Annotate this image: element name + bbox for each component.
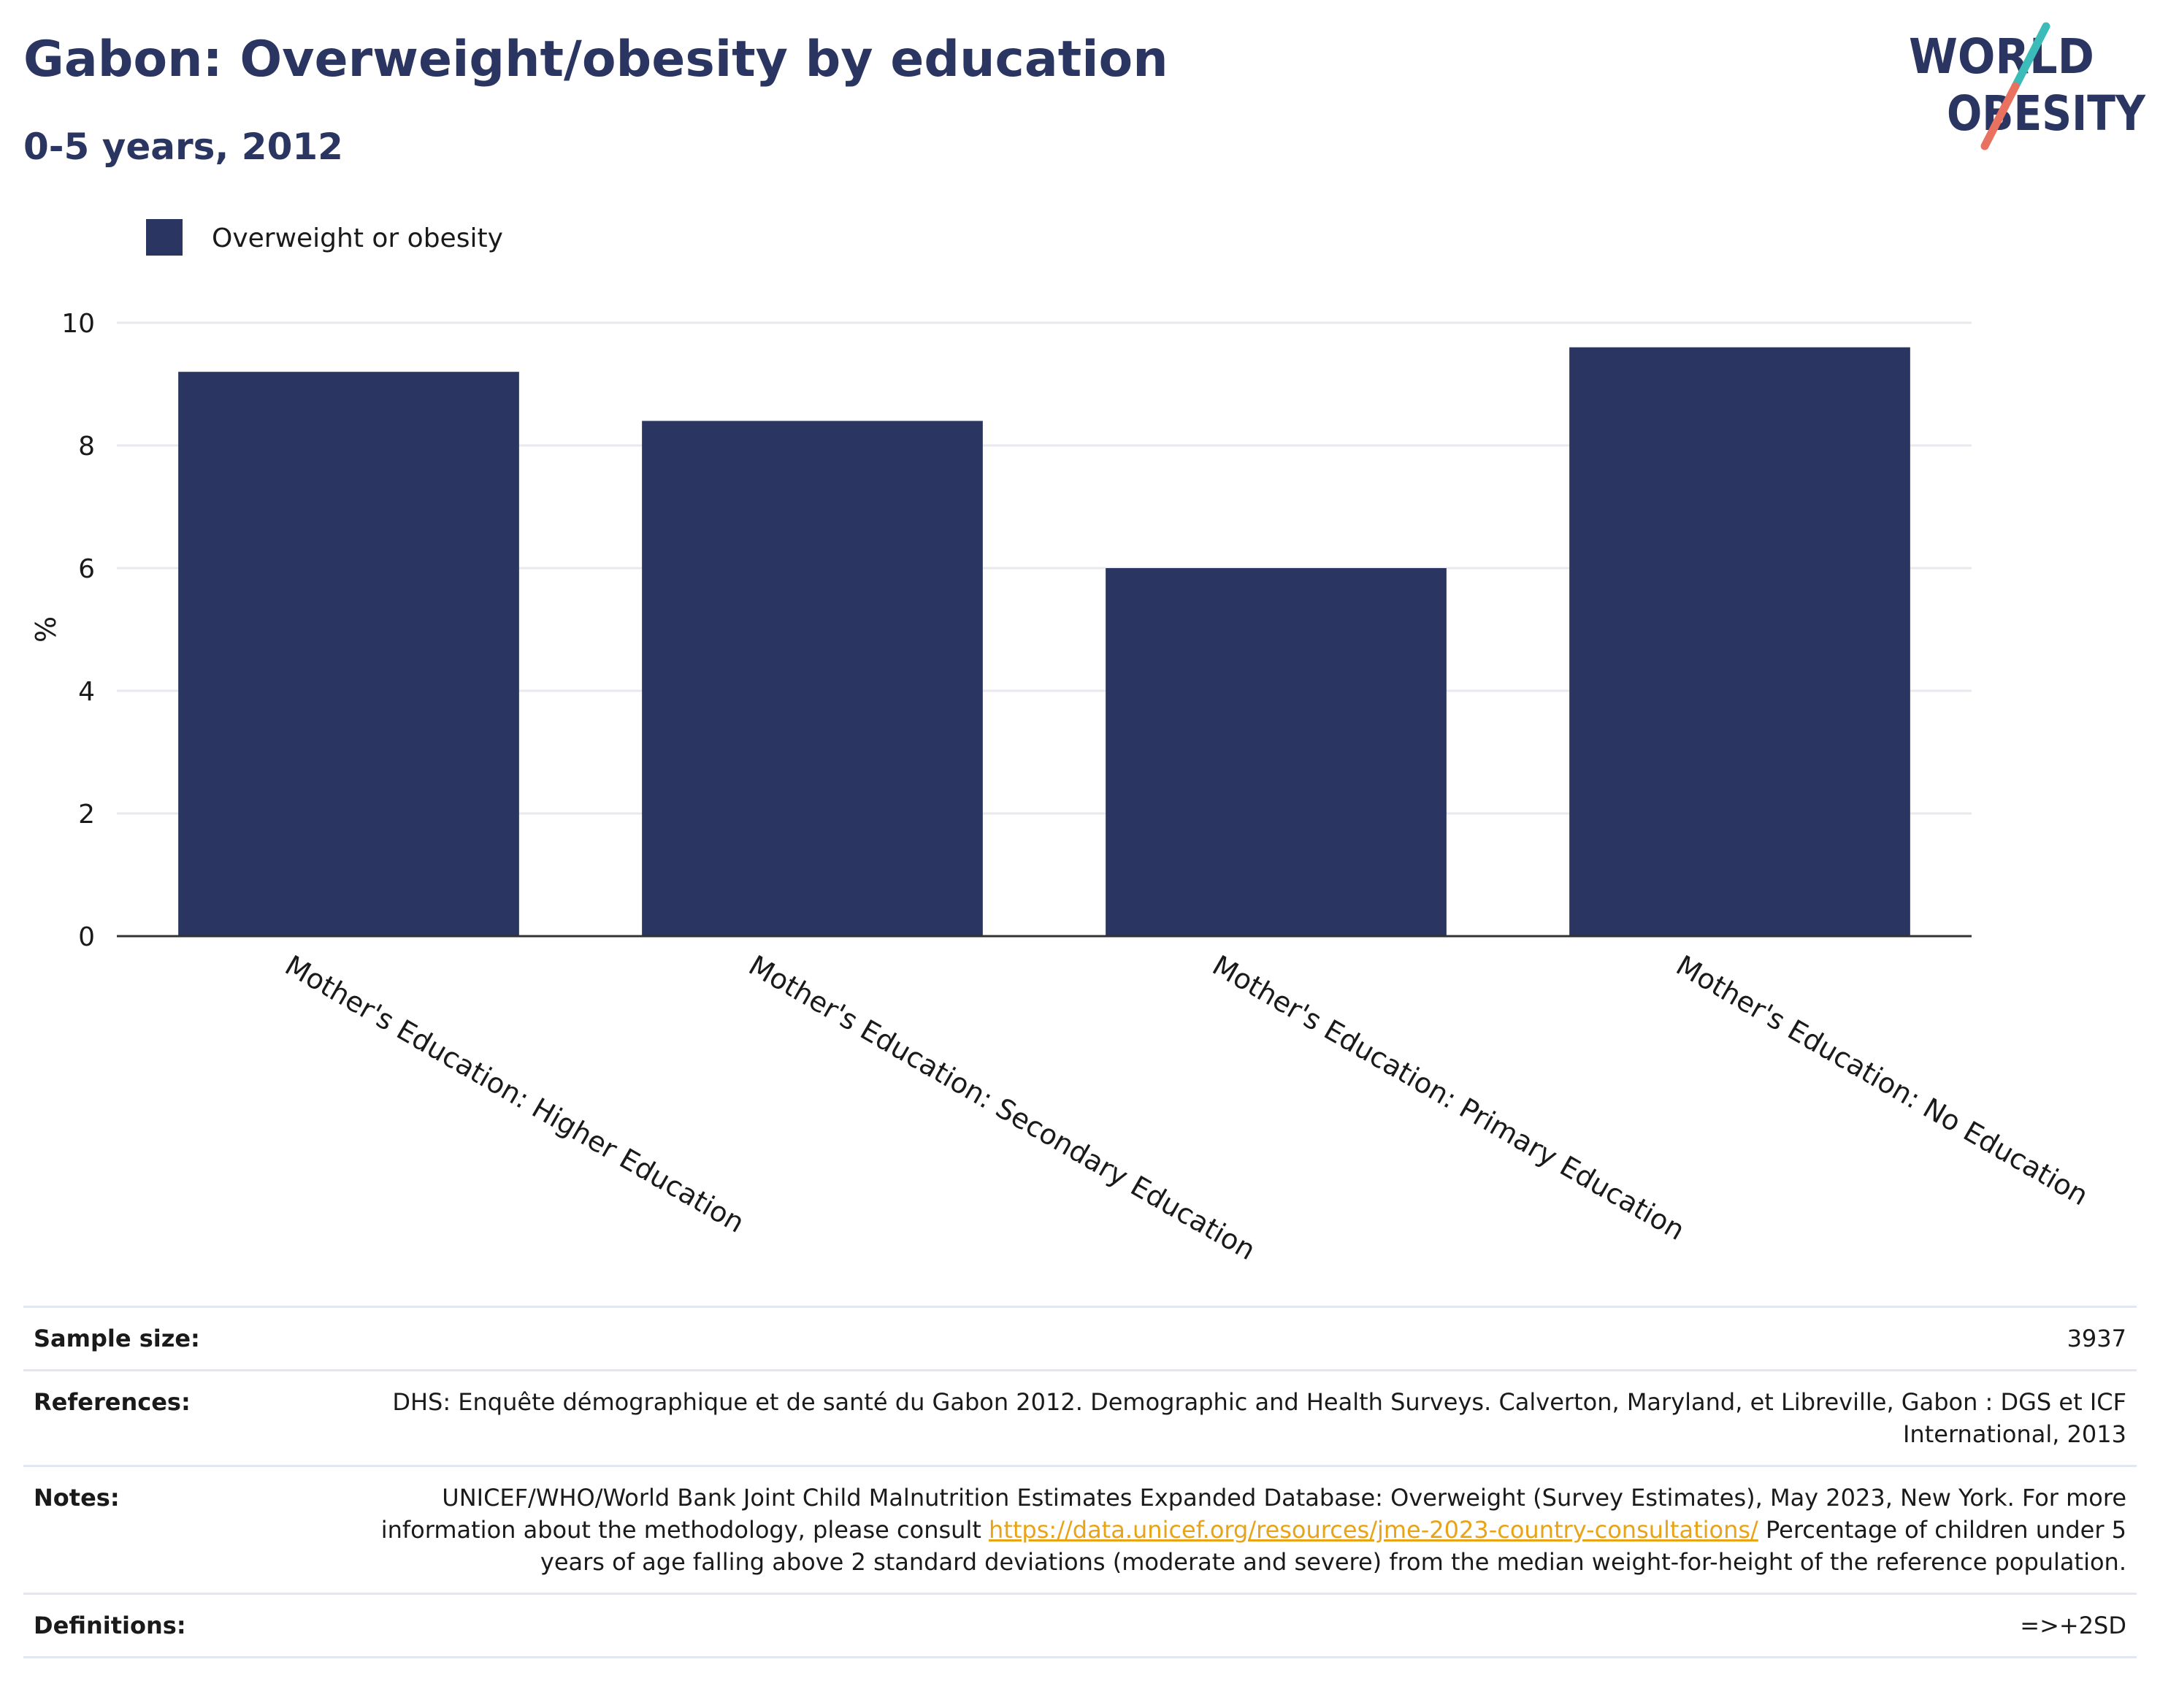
methodology-link[interactable]: https://data.unicef.org/resources/jme-20… [989, 1516, 1758, 1544]
logo-slash-teal [2011, 22, 2050, 91]
logo-slash-coral [1980, 82, 2020, 150]
y-tick-label: 2 [78, 800, 95, 830]
references-row: References: DHS: Enquête démographique e… [23, 1369, 2137, 1465]
logo-word-world: WORLD [1909, 28, 2094, 85]
definitions-value: =>+2SD [2020, 1612, 2126, 1639]
references-label: References: [34, 1388, 191, 1416]
notes-text-before: UNICEF/WHO/World Bank Joint Child Malnut… [380, 1484, 2126, 1544]
y-axis-ticks: 0 2 4 6 8 10 [61, 309, 95, 952]
notes-row: Notes: UNICEF/WHO/World Bank Joint Child… [23, 1465, 2137, 1593]
bar-chart: Overweight or obesity 0 2 4 6 8 10 % Mother's… [30, 219, 2094, 1267]
x-axis-labels: Mother's Education: Higher EducationMoth… [280, 949, 2094, 1267]
y-tick-label: 0 [78, 922, 95, 952]
y-tick-label: 4 [78, 677, 95, 707]
x-tick-label: Mother's Education: Higher Education [280, 949, 750, 1239]
metadata-table: Sample size: 3937 References: DHS: Enquê… [23, 1306, 2137, 1658]
chart-title: Gabon: Overweight/obesity by education [23, 31, 1168, 88]
x-tick-label: Mother's Education: No Education [1671, 949, 2094, 1212]
bars [178, 347, 1910, 937]
sample-size-row: Sample size: 3937 [23, 1306, 2137, 1369]
bar[interactable] [642, 421, 983, 936]
bar[interactable] [178, 372, 519, 936]
legend-swatch [146, 219, 183, 256]
x-tick-label: Mother's Education: Primary Education [1207, 949, 1690, 1246]
y-axis-label: % [30, 616, 62, 643]
sample-size-label: Sample size: [34, 1325, 200, 1352]
bar[interactable] [1106, 568, 1447, 936]
y-tick-label: 6 [78, 554, 95, 584]
y-tick-label: 10 [61, 309, 95, 339]
chart-subtitle: 0-5 years, 2012 [23, 126, 343, 168]
notes-label: Notes: [34, 1484, 120, 1512]
definitions-label: Definitions: [34, 1612, 186, 1639]
logo-word-obesity: OBESITY [1947, 85, 2146, 142]
bar[interactable] [1569, 347, 1910, 937]
world-obesity-logo: WORLD OBESITY [1909, 22, 2146, 150]
sample-size-value: 3937 [2067, 1325, 2126, 1352]
notes-value: UNICEF/WHO/World Bank Joint Child Malnut… [359, 1482, 2126, 1578]
y-tick-label: 8 [78, 432, 95, 462]
notes-text-after: Percentage of children under 5 years of … [540, 1516, 2126, 1576]
legend-label: Overweight or obesity [212, 223, 503, 253]
references-value: DHS: Enquête démographique et de santé d… [392, 1388, 2126, 1448]
x-tick-label: Mother's Education: Secondary Education [743, 949, 1261, 1267]
definitions-row: Definitions: =>+2SD [23, 1593, 2137, 1658]
chart-legend[interactable]: Overweight or obesity [146, 219, 503, 256]
